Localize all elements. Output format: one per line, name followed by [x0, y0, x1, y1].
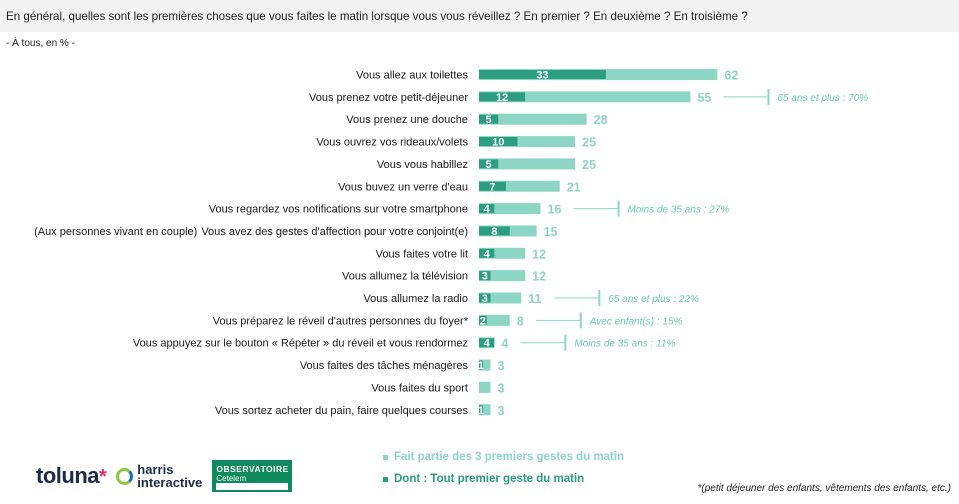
value-label-first: 1 [478, 360, 484, 372]
bar-first [479, 181, 506, 191]
value-label-top3: 62 [724, 69, 738, 83]
value-label-top3: 25 [582, 136, 596, 150]
bar-first [479, 248, 495, 258]
bar-first [479, 293, 491, 303]
category-label: Vous ouvrez vos rideaux/volets [316, 137, 468, 149]
legend-swatch-first [383, 476, 388, 482]
bar-first [479, 92, 526, 102]
value-label-top3: 3 [498, 359, 505, 373]
value-label-top3: 3 [498, 404, 505, 418]
value-label-top3: 11 [528, 292, 541, 306]
category-label: Vous vous habillez [377, 159, 468, 171]
value-label-first: 10 [492, 137, 504, 149]
bar-top3 [479, 381, 491, 393]
bar-first [479, 226, 510, 236]
bar-top3 [479, 91, 691, 103]
legend-item-first: Dont : Tout premier geste du matin [383, 468, 624, 490]
annotation-label: Avec enfant(s) : 15% [589, 316, 683, 327]
annotation-label: Moins de 35 ans : 11% [574, 339, 675, 350]
category-label: Vous allumez la radio [363, 293, 468, 305]
harris-interactive-logo: harris interactive [116, 463, 202, 489]
value-label-top3: 12 [532, 270, 546, 284]
legend: Fait partie des 3 premiers gestes du mat… [383, 446, 624, 490]
bar-top3 [479, 203, 541, 215]
value-label-top3: 3 [498, 381, 505, 395]
category-label: Vous prenez une douche [346, 114, 468, 126]
category-label: Vous buvez un verre d'eau [338, 181, 468, 193]
category-label: Vous préparez le réveil d'autres personn… [213, 315, 469, 327]
value-label-top3: 16 [548, 203, 562, 217]
value-label-first: 4 [484, 338, 491, 350]
bar-top3 [479, 292, 522, 304]
value-label-top3: 8 [517, 314, 524, 328]
legend-label-first: Dont : Tout premier geste du matin [394, 473, 585, 485]
value-label-top3: 55 [697, 91, 711, 105]
value-label-first: 5 [486, 159, 492, 171]
value-label-first: 33 [536, 70, 548, 82]
bar-first [479, 159, 499, 169]
annotation-label: Moins de 35 ans : 27% [628, 205, 730, 216]
bar-top3 [479, 180, 560, 192]
value-label-top3: 4 [501, 337, 508, 351]
value-label-first: 4 [484, 248, 491, 260]
legend-label-top3: Fait partie des 3 premiers gestes du mat… [394, 451, 625, 463]
value-label-top3: 15 [544, 225, 558, 239]
value-label-first: 3 [482, 271, 488, 283]
bar-top3 [479, 136, 576, 148]
category-label: Vous regardez vos notifications sur votr… [209, 204, 468, 216]
legend-swatch-top3 [383, 454, 388, 460]
bar-first [479, 114, 499, 124]
bar-first [479, 315, 487, 325]
bar-top3 [479, 404, 491, 416]
value-label-top3: 28 [594, 113, 608, 127]
value-label-first: 1 [478, 405, 484, 417]
bar-first [479, 137, 518, 147]
bar-first [479, 70, 606, 79]
question-header [0, 0, 959, 32]
bar-first [479, 271, 491, 281]
category-label: Vous appuyez sur le bouton « Répéter » d… [133, 338, 468, 350]
toluna-logo: toluna* [36, 463, 107, 488]
category-label: Vous allez aux toilettes [356, 70, 468, 82]
bar-top3 [479, 359, 491, 371]
bar-first [479, 338, 495, 348]
category-label: Vous faites des tâches ménagères [300, 360, 469, 372]
category-label: Vous faites du sport [371, 382, 468, 394]
value-label-first: 5 [486, 114, 492, 126]
bar-top3 [479, 270, 526, 282]
bar-first [479, 360, 483, 370]
category-label: Vous prenez votre petit-déjeuner [309, 92, 468, 104]
logos: toluna* harris interactive OBSERVATOIRE C… [36, 459, 293, 493]
base-note: - À tous, en % - [6, 38, 75, 49]
value-label-first: 12 [496, 92, 508, 104]
category-label: Vous allumez la télévision [342, 271, 468, 283]
category-label: Vous sortez acheter du pain, faire quelq… [215, 405, 469, 417]
legend-item-top3: Fait partie des 3 premiers gestes du mat… [383, 446, 624, 468]
value-label-first: 2 [480, 315, 486, 327]
observatoire-cetelem-logo: OBSERVATOIRE Cetelem [212, 460, 293, 492]
category-label: Vous avez des gestes d'affection pour vo… [201, 226, 468, 238]
bar-top3 [479, 247, 526, 259]
bar-top3 [479, 113, 587, 125]
footnote: *(petit déjeuner des enfants, vêtements … [697, 483, 951, 494]
value-label-top3: 12 [532, 247, 546, 261]
value-label-first: 3 [482, 293, 488, 305]
bar-top3 [479, 314, 510, 326]
annotation-label: 65 ans et plus : 22% [608, 294, 699, 305]
bar-top3 [479, 158, 576, 170]
category-label: Vous faites votre lit [376, 248, 468, 260]
question-title: En général, quelles sont les premières c… [6, 10, 748, 23]
bar-first [479, 405, 483, 415]
value-label-first: 8 [491, 226, 497, 238]
value-label-first: 4 [484, 204, 491, 216]
annotation-label: 65 ans et plus : 70% [777, 93, 868, 104]
value-label-top3: 21 [567, 180, 581, 194]
value-label-top3: 25 [582, 158, 596, 172]
category-prefix: (Aux personnes vivant en couple) [34, 226, 197, 238]
value-label-first: 7 [489, 181, 495, 193]
bar-first [479, 204, 495, 214]
harris-ring-icon [116, 467, 134, 485]
